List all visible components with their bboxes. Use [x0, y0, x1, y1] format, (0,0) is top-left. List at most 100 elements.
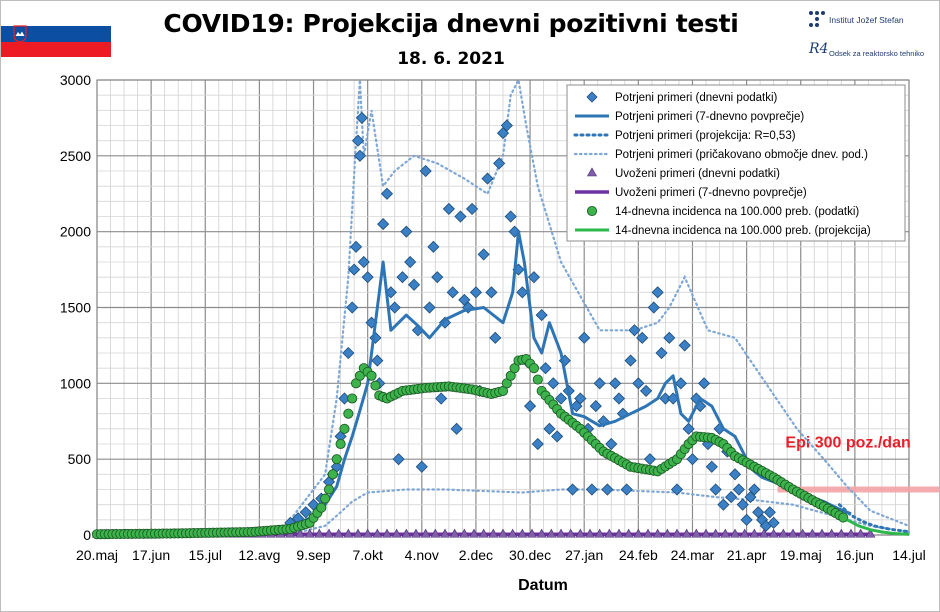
daily-case-point — [423, 301, 436, 314]
imported-case-point — [352, 528, 364, 538]
legend-marker — [586, 167, 598, 177]
daily-case-point — [551, 430, 564, 443]
incidence-point — [339, 423, 350, 434]
imported-case-point — [517, 528, 528, 538]
daily-case-point — [419, 164, 432, 178]
daily-case-point — [408, 278, 421, 291]
daily-case-point — [640, 384, 653, 397]
imported-case-point — [488, 528, 499, 538]
daily-case-point — [717, 498, 730, 511]
r4-logo: R4 Odsek za reaktorsko tehniko — [807, 41, 937, 65]
legend-entry: Potrjeni primeri (pričakovano območje dn… — [615, 149, 868, 161]
y-tick-label: 500 — [68, 451, 92, 467]
daily-case-point — [377, 218, 390, 231]
daily-case-point — [578, 331, 591, 344]
daily-case-point — [504, 210, 517, 223]
daily-case-point — [674, 377, 687, 390]
imported-case-point — [623, 528, 634, 538]
daily-case-point — [454, 210, 467, 223]
daily-case-point — [500, 119, 513, 132]
imported-case-point — [333, 528, 344, 538]
legend-entry: 14-dnevna incidenca na 100.000 preb. (po… — [615, 206, 859, 218]
daily-case-point — [651, 286, 664, 299]
daily-case-point — [371, 354, 384, 367]
threshold-annotation: Epi 300 poz./dan — [785, 435, 910, 452]
y-tick-label: 1500 — [60, 300, 91, 316]
imported-case-point — [729, 528, 741, 538]
daily-case-point — [628, 324, 641, 337]
imported-case-point — [565, 528, 576, 538]
daily-case-point — [709, 483, 722, 496]
daily-case-point — [705, 460, 718, 473]
y-tick-label: 1000 — [60, 375, 91, 391]
imported-case-point — [555, 528, 567, 538]
x-tick-label: 2.dec — [459, 547, 493, 563]
x-axis-label: Datum — [518, 577, 568, 594]
imported-case-point — [420, 528, 431, 538]
imported-case-point — [449, 528, 460, 538]
imported-case-point — [671, 528, 683, 538]
daily-case-point — [539, 362, 552, 375]
daily-case-point — [670, 483, 684, 496]
daily-case-point — [442, 202, 455, 215]
daily-case-point — [663, 331, 676, 344]
imported-case-point — [691, 528, 702, 538]
r4-logo-mark: R4 — [809, 41, 829, 57]
incidence-point — [838, 512, 849, 523]
daily-case-point — [342, 346, 355, 360]
imported-case-point — [855, 528, 866, 538]
legend: Potrjeni primeri (dnevni podatki) Potrjen… — [566, 84, 906, 242]
imported-case-point — [633, 528, 644, 538]
daily-case-point — [698, 377, 711, 390]
daily-case-point — [682, 422, 695, 435]
incidence-point — [335, 438, 346, 450]
daily-case-point — [361, 271, 374, 284]
incidence-point — [370, 380, 381, 391]
daily-case-point — [427, 240, 440, 253]
daily-case-point — [404, 255, 417, 269]
imported-case-point — [749, 528, 760, 538]
imported-case-point — [768, 528, 779, 538]
x-tick-label: 27.jan — [565, 547, 603, 563]
daily-case-point — [686, 453, 699, 466]
coat-of-arms-icon — [13, 25, 27, 43]
seven-day-average-line — [96, 230, 852, 536]
daily-case-point — [299, 506, 312, 519]
daily-case-point — [388, 301, 401, 314]
slovenia-flag-icon — [1, 11, 111, 57]
daily-case-point — [748, 483, 761, 496]
imported-case-point — [594, 528, 605, 538]
daily-case-point — [481, 172, 494, 185]
daily-case-point — [612, 392, 626, 405]
x-tick-label: 24.mar — [671, 547, 715, 563]
daily-case-point — [566, 483, 579, 496]
x-tick-label: 30.dec — [509, 547, 551, 563]
incidence-point — [532, 374, 543, 385]
imported-case-point — [459, 528, 470, 538]
chart-title: COVID19: Projekcija dnevni pozitivni tes… — [163, 9, 739, 38]
imported-case-point — [430, 528, 441, 538]
daily-case-point — [647, 301, 660, 314]
y-tick-label: 2500 — [60, 148, 91, 164]
imported-case-point — [845, 528, 857, 538]
x-tick-label: 7.okt — [352, 547, 382, 563]
daily-case-point — [392, 453, 405, 466]
daily-case-point — [593, 377, 606, 390]
daily-case-point — [493, 157, 506, 170]
imported-case-point — [507, 528, 518, 538]
daily-case-point — [535, 309, 548, 322]
imported-case-point — [787, 528, 799, 538]
projection-line — [837, 503, 911, 534]
imported-case-point — [865, 528, 876, 538]
x-tick-label: 15.jul — [189, 547, 222, 563]
imported-case-point — [372, 528, 383, 538]
threshold-line — [777, 486, 939, 493]
imported-case-point — [536, 528, 547, 538]
daily-case-point — [531, 437, 544, 451]
daily-case-point — [655, 346, 668, 360]
chart-date: 18. 6. 2021 — [397, 49, 505, 69]
imported-case-point — [497, 528, 509, 538]
daily-case-point — [605, 437, 618, 451]
x-tick-label: 9.sep — [296, 547, 330, 563]
